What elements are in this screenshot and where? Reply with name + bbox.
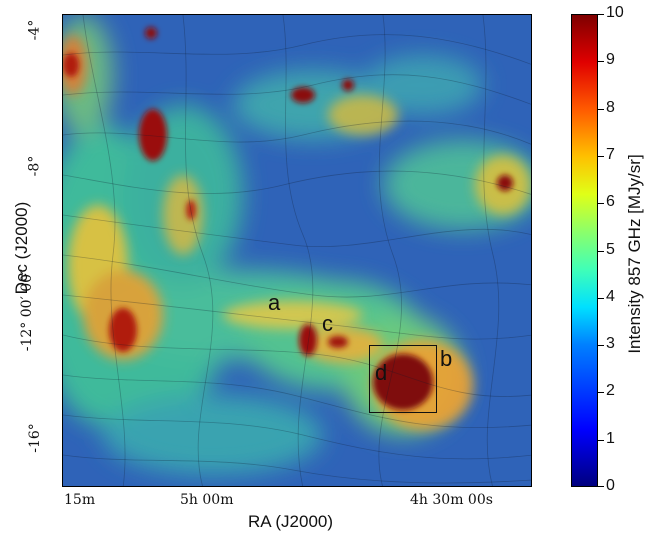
colorbar-tick xyxy=(598,250,604,252)
colorbar-tick xyxy=(598,486,604,487)
ytick-label: -8° xyxy=(26,155,43,177)
colorbar-tick xyxy=(598,392,604,394)
colorbar-tick-label: 0 xyxy=(606,477,615,494)
colorbar-tick xyxy=(598,61,604,63)
colorbar-tick-label: 3 xyxy=(606,335,615,353)
colorbar-tick-label: 5 xyxy=(606,240,615,258)
x-axis-title: RA (J2000) xyxy=(248,512,334,531)
colorbar-tick xyxy=(598,14,604,15)
xtick-label: 5h 00m xyxy=(180,492,234,508)
colorbar-title: Intensity 857 GHz [MJy/sr] xyxy=(625,154,644,354)
colorbar-tick xyxy=(598,203,604,205)
colorbar-tick-label: 10 xyxy=(606,4,624,21)
ytick-label: -16° xyxy=(26,423,43,453)
ytick-label: -4° xyxy=(26,19,43,41)
colorbar-tick-label: 1 xyxy=(606,429,615,447)
colorbar-tick-label: 4 xyxy=(606,287,615,305)
region-label-d: d xyxy=(375,360,388,385)
colorbar-tick xyxy=(598,345,604,347)
colorbar-tick xyxy=(598,108,604,110)
xtick-label: 4h 30m 00s xyxy=(410,492,493,508)
colorbar-tick-label: 7 xyxy=(606,145,615,163)
intensity-map xyxy=(62,14,532,487)
colorbar-tick-label: 6 xyxy=(606,193,615,211)
region-label-c: c xyxy=(322,311,333,336)
xtick-label: 15m xyxy=(64,492,96,508)
region-label-a: a xyxy=(268,290,281,315)
colorbar-tick-label: 9 xyxy=(606,51,615,69)
dust-emission-image xyxy=(63,15,531,486)
colorbar-tick xyxy=(598,155,604,157)
region-label-b: b xyxy=(440,346,453,371)
region-d-box xyxy=(369,345,437,413)
colorbar-tick xyxy=(598,439,604,441)
colorbar xyxy=(571,14,598,487)
colorbar-tick-label: 2 xyxy=(606,382,615,400)
colorbar-tick-label: 8 xyxy=(606,98,615,116)
y-axis-title: Dec (J2000) xyxy=(12,201,31,295)
colorbar-tick xyxy=(598,297,604,299)
